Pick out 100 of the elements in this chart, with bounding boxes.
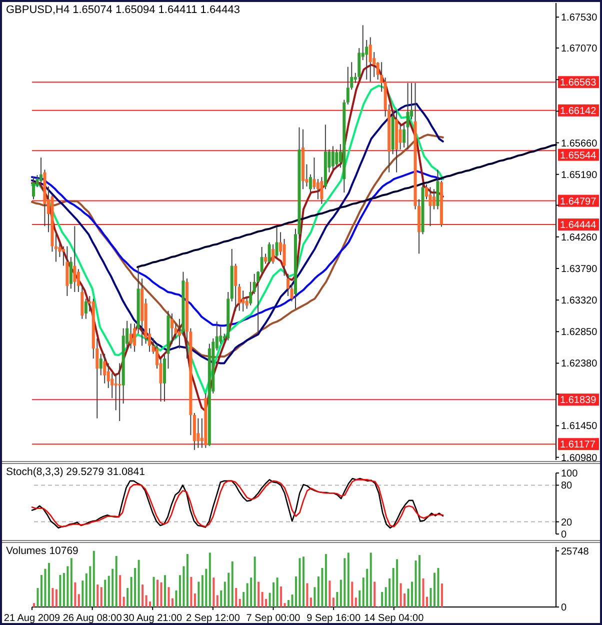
bar xyxy=(190,576,192,607)
y-tick-label: 1.63790 xyxy=(561,264,598,275)
bar xyxy=(418,555,421,607)
bar xyxy=(235,588,238,607)
bar xyxy=(66,566,69,607)
candlestick xyxy=(76,268,80,292)
x-tick-label: 21 Aug 2009 xyxy=(4,613,61,624)
bar xyxy=(52,588,54,607)
candlestick xyxy=(170,312,174,344)
line-series xyxy=(31,170,444,327)
bar xyxy=(238,598,241,607)
bar xyxy=(55,589,58,607)
line-series xyxy=(136,144,557,268)
x-tick-label: 26 Aug 08:00 xyxy=(62,613,122,624)
bar xyxy=(276,578,278,607)
candlestick xyxy=(406,82,410,150)
bar xyxy=(306,583,308,607)
candlestick xyxy=(264,253,268,264)
candlestick xyxy=(80,285,84,320)
x-tick-label: 7 Sep 00:00 xyxy=(246,613,301,624)
bar xyxy=(437,568,440,607)
y-tick-label: 1.63320 xyxy=(561,296,598,307)
bar xyxy=(152,576,155,607)
candlestick xyxy=(54,232,58,262)
bar xyxy=(44,568,46,607)
candlestick xyxy=(84,298,88,320)
bar xyxy=(92,550,95,607)
bar xyxy=(70,558,72,607)
candlestick xyxy=(73,226,76,292)
bar xyxy=(36,588,39,607)
y-tick-label: 100 xyxy=(561,468,578,480)
x-tick-label: 14 Sep 04:00 xyxy=(364,613,424,624)
bar xyxy=(430,588,432,607)
bar xyxy=(216,595,218,607)
candlestick xyxy=(129,323,132,349)
bar xyxy=(96,584,99,607)
bar xyxy=(112,568,114,607)
bar xyxy=(280,586,282,607)
candlestick xyxy=(260,246,264,274)
bar xyxy=(175,590,178,607)
bar xyxy=(171,598,174,607)
candlestick xyxy=(238,283,241,312)
bar xyxy=(82,580,84,607)
bar xyxy=(422,578,424,607)
y-tick-label: 1.64260 xyxy=(561,232,598,244)
bar xyxy=(388,578,391,607)
candlestick xyxy=(272,244,275,264)
bar xyxy=(354,598,357,607)
bar xyxy=(366,568,368,607)
bar xyxy=(370,552,372,607)
candlestick xyxy=(312,157,316,190)
candlestick xyxy=(402,124,406,148)
bar xyxy=(288,600,290,607)
bar xyxy=(48,562,50,607)
bar xyxy=(336,592,338,607)
bar xyxy=(310,598,312,607)
bar xyxy=(115,556,118,607)
candlestick xyxy=(242,290,245,312)
bar xyxy=(119,575,122,607)
ref-line-label: 1.61177 xyxy=(560,440,596,451)
bar xyxy=(59,574,62,607)
candlestick xyxy=(331,146,334,170)
bar xyxy=(411,582,414,607)
candlestick xyxy=(316,178,320,200)
bar xyxy=(250,578,252,607)
bar xyxy=(258,582,260,607)
candlestick xyxy=(428,186,432,227)
bar xyxy=(228,572,230,607)
bar xyxy=(396,559,398,607)
y-tick-label: 1.61450 xyxy=(561,421,598,432)
candlestick xyxy=(133,323,136,352)
candlestick xyxy=(118,362,122,422)
bar xyxy=(126,588,129,607)
bar xyxy=(254,556,256,607)
chart-title: GBPUSD,H4 1.65074 1.65094 1.64411 1.64443 xyxy=(6,4,240,16)
bar xyxy=(220,590,222,607)
bar xyxy=(347,552,350,607)
bar xyxy=(381,592,384,607)
bar xyxy=(74,582,76,607)
bar xyxy=(89,566,92,607)
bar xyxy=(138,560,140,607)
y-tick-label: 1.60980 xyxy=(561,452,598,464)
bar xyxy=(182,566,185,607)
bar xyxy=(400,583,402,607)
y-tick-label: 25748 xyxy=(561,546,590,558)
candlestick xyxy=(368,36,372,82)
bar xyxy=(168,587,170,607)
bar xyxy=(272,582,275,607)
bar xyxy=(198,582,200,607)
x-tick-label: 2 Sep 12:00 xyxy=(186,613,240,624)
bar xyxy=(242,592,245,607)
bar xyxy=(284,603,286,607)
candlestick xyxy=(196,418,200,448)
chart-title: Stoch(8,3,3) 29.5279 31.0841 xyxy=(6,466,145,478)
y-tick-label: 20 xyxy=(561,517,573,528)
bar xyxy=(328,580,331,607)
bar xyxy=(374,582,376,607)
bar xyxy=(142,584,144,607)
y-tick-label: 1.65190 xyxy=(561,170,598,181)
bar xyxy=(332,598,334,607)
